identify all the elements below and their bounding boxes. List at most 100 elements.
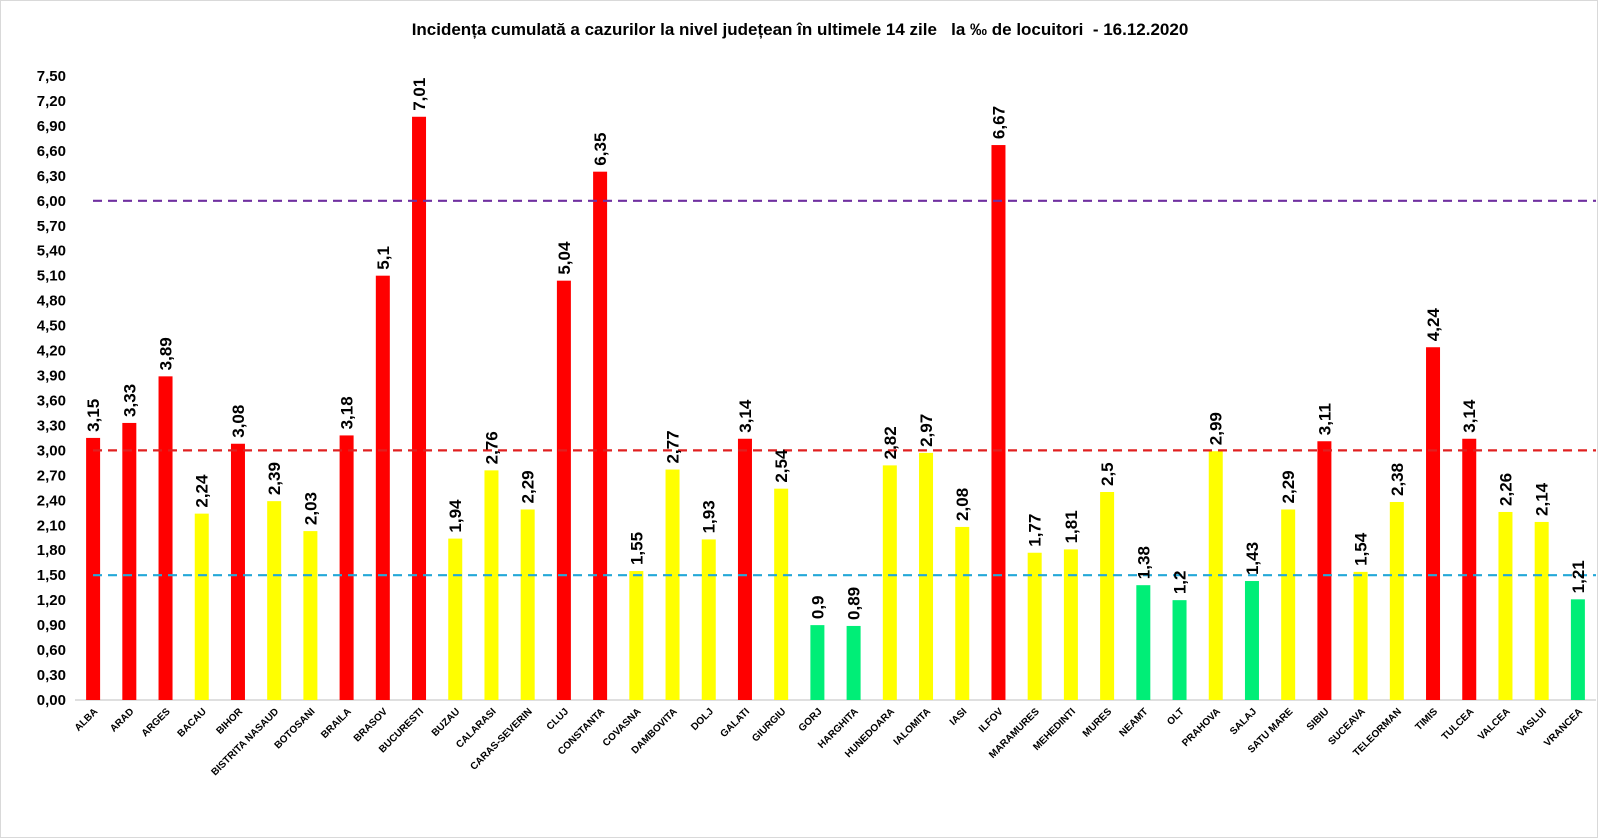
x-tick-label: OLT: [1165, 706, 1186, 727]
y-tick-label: 5,70: [37, 218, 66, 235]
bar: [919, 452, 934, 700]
bar: [1063, 549, 1078, 700]
data-label: 1,2: [1171, 571, 1190, 595]
y-tick-label: 4,50: [37, 318, 66, 335]
data-label: 1,94: [446, 499, 465, 533]
data-label: 3,14: [1460, 399, 1479, 433]
x-tick-label: VASLUI: [1516, 706, 1549, 739]
bar: [737, 438, 752, 700]
data-label: 2,54: [772, 449, 791, 483]
bar: [810, 625, 825, 700]
data-label: 2,24: [193, 474, 212, 508]
bar: [1353, 571, 1368, 700]
x-tick-label: BISTRITA NASAUD: [209, 706, 281, 778]
x-tick-label: CLUJ: [545, 706, 571, 732]
x-tick-label: ARGES: [140, 706, 173, 739]
y-tick-label: 3,30: [37, 417, 66, 434]
bar: [267, 501, 282, 700]
bar: [448, 538, 463, 700]
x-tick-label: ARAD: [108, 706, 136, 734]
y-tick-label: 5,10: [37, 268, 66, 285]
data-label: 5,04: [555, 241, 574, 275]
data-label: 1,21: [1569, 560, 1588, 593]
y-tick-label: 7,50: [37, 68, 66, 85]
bar: [122, 422, 137, 700]
bar: [991, 145, 1006, 700]
bar: [339, 435, 354, 700]
data-label: 1,54: [1352, 532, 1371, 566]
bar: [1389, 501, 1404, 700]
y-tick-label: 2,10: [37, 517, 66, 534]
y-tick-label: 5,40: [37, 243, 66, 260]
x-tick-label: DOLJ: [689, 706, 716, 733]
data-label: 1,77: [1026, 514, 1045, 547]
bar: [1534, 521, 1549, 700]
data-label: 3,18: [338, 396, 357, 429]
x-tick-label: GORJ: [797, 706, 825, 734]
bar: [955, 526, 970, 700]
bar: [882, 465, 897, 700]
data-label: 1,55: [627, 532, 646, 565]
bar: [846, 625, 861, 700]
y-tick-label: 1,50: [37, 567, 66, 584]
y-tick-label: 4,80: [37, 293, 66, 310]
bar: [556, 280, 571, 700]
x-tick-label: SIBIU: [1305, 706, 1332, 733]
bar: [665, 469, 680, 700]
bar: [1570, 599, 1585, 700]
x-tick-label: VRANCEA: [1542, 706, 1585, 749]
bar: [1426, 347, 1441, 700]
data-label: 4,24: [1424, 308, 1443, 342]
y-tick-label: 6,00: [37, 193, 66, 210]
bar: [194, 513, 209, 700]
bar: [412, 116, 427, 700]
bar: [158, 376, 173, 700]
data-label: 7,01: [410, 78, 429, 111]
bar: [701, 539, 716, 700]
y-tick-label: 3,90: [37, 368, 66, 385]
data-label: 3,08: [229, 405, 248, 438]
data-label: 2,39: [265, 462, 284, 495]
bar: [86, 437, 101, 700]
bar: [1100, 492, 1115, 700]
y-tick-label: 1,20: [37, 592, 66, 609]
data-label: 2,5: [1098, 462, 1117, 486]
bar: [1317, 441, 1332, 700]
x-tick-label: TULCEA: [1440, 706, 1476, 742]
bar: [1027, 552, 1042, 700]
x-tick-label: CARAS-SEVERIN: [468, 706, 534, 772]
data-label: 2,38: [1388, 463, 1407, 496]
data-label: 2,82: [881, 426, 900, 459]
y-tick-label: 6,60: [37, 143, 66, 160]
y-tick-label: 1,80: [37, 542, 66, 559]
data-label: 2,77: [664, 430, 683, 463]
bar: [1136, 585, 1151, 700]
x-tick-label: TIMIS: [1414, 706, 1441, 733]
y-tick-label: 4,20: [37, 343, 66, 360]
data-label: 2,08: [953, 488, 972, 521]
data-label: 6,67: [989, 106, 1008, 139]
bar: [593, 171, 608, 700]
bar: [1208, 451, 1223, 700]
y-tick-label: 0,90: [37, 617, 66, 634]
x-tick-label: SALAJ: [1228, 706, 1259, 737]
data-label: 6,35: [591, 133, 610, 166]
data-label: 2,76: [482, 431, 501, 464]
data-label: 5,1: [374, 246, 393, 270]
x-tick-label: NEAMT: [1118, 706, 1151, 739]
x-tick-label: BRASOV: [352, 706, 390, 744]
y-tick-label: 7,20: [37, 93, 66, 110]
y-tick-label: 2,70: [37, 467, 66, 484]
data-label: 0,89: [845, 587, 864, 620]
y-tick-label: 3,60: [37, 392, 66, 409]
x-tick-label: BRAILA: [319, 706, 353, 740]
x-tick-label: ILFOV: [977, 706, 1006, 735]
y-tick-label: 0,30: [37, 667, 66, 684]
data-label: 2,29: [519, 470, 538, 503]
y-tick-label: 6,30: [37, 168, 66, 185]
data-label: 2,14: [1533, 482, 1552, 516]
data-label: 1,38: [1134, 546, 1153, 579]
bar: [1244, 581, 1259, 700]
y-tick-label: 0,60: [37, 642, 66, 659]
